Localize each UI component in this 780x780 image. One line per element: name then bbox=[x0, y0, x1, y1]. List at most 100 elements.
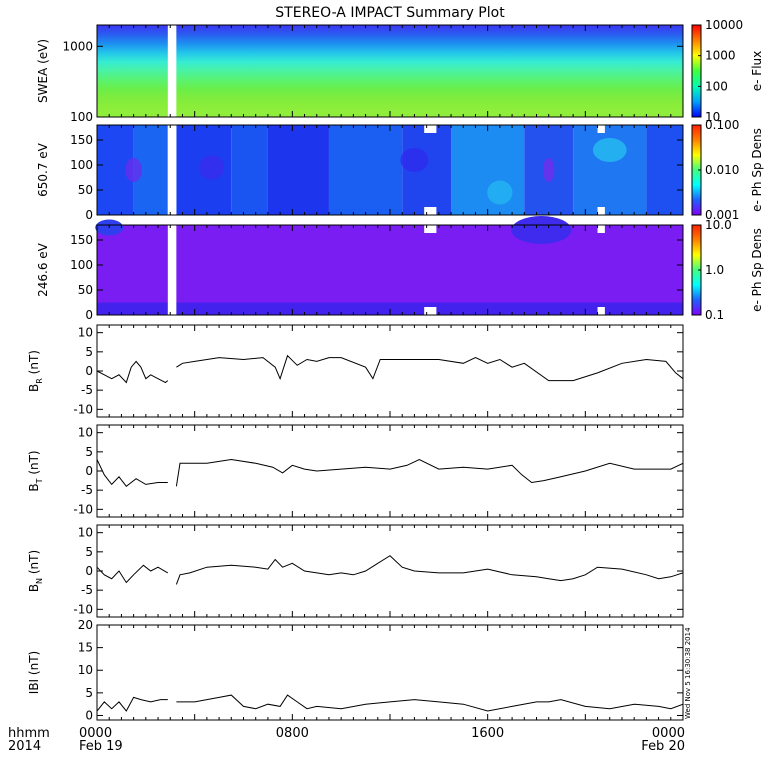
series-line-bt bbox=[97, 458, 683, 488]
time-tick-label: 0000 bbox=[652, 726, 685, 741]
pad246-background bbox=[97, 225, 683, 315]
data-gap-notch bbox=[424, 307, 437, 315]
time-tick-date: Feb 19 bbox=[79, 739, 123, 754]
time-tick-label: 0800 bbox=[276, 726, 309, 741]
y-axis-label-unit: (nT) bbox=[27, 350, 41, 378]
pad650-feature bbox=[125, 158, 143, 182]
y-tick-label: -10 bbox=[73, 502, 93, 516]
time-axis-label-hhmm: hhmm bbox=[8, 726, 50, 741]
y-tick-label: 0 bbox=[85, 708, 93, 722]
data-gap-notch bbox=[597, 225, 605, 233]
pad650-feature bbox=[543, 158, 555, 182]
y-tick-label: -5 bbox=[81, 383, 93, 397]
y-axis-label-sub: N bbox=[35, 578, 44, 584]
y-tick-label: 150 bbox=[70, 233, 93, 247]
y-tick-label: 10 bbox=[78, 663, 93, 677]
pad650-band bbox=[231, 125, 268, 215]
colorbar-tick-label: 10.0 bbox=[705, 218, 732, 232]
y-axis-label-main: B bbox=[27, 483, 41, 491]
y-tick-label: 15 bbox=[78, 641, 93, 655]
y-axis-label: BR (nT) bbox=[27, 350, 44, 392]
timestamp-label: Wed Nov 5 16:30:38 2014 bbox=[684, 627, 692, 719]
y-tick-label: 0 bbox=[85, 564, 93, 578]
colorbar-tick-label: 0.010 bbox=[705, 163, 739, 177]
y-axis-label: SWEA (eV) bbox=[36, 39, 50, 103]
y-tick-label: 0 bbox=[85, 364, 93, 378]
y-axis-label-unit: (nT) bbox=[27, 550, 41, 578]
y-axis-label-unit: (nT) bbox=[27, 651, 41, 679]
pad246-low-band bbox=[97, 302, 683, 315]
y-tick-label: 50 bbox=[78, 183, 93, 197]
colorbar bbox=[691, 24, 702, 118]
panel-swea: 10000 1000 100 10 e- Flux 1000 100 SWEA (eV) bbox=[36, 18, 764, 124]
y-tick-label: 5 bbox=[85, 345, 93, 359]
pad650-feature bbox=[400, 148, 429, 172]
y-tick-label: 1000 bbox=[62, 39, 93, 53]
y-axis-label: BT (nT) bbox=[27, 450, 44, 491]
colorbar-label: e- Ph Sp Dens bbox=[750, 228, 764, 312]
pad650-band bbox=[267, 125, 329, 215]
colorbar-tick-label: 10000 bbox=[705, 18, 743, 32]
series-line-br bbox=[97, 354, 683, 384]
panel-bn: BN (nT) 10 5 0 -5 -10 bbox=[27, 524, 684, 618]
data-gap-notch bbox=[597, 125, 605, 133]
data-gap-notch bbox=[597, 307, 605, 315]
pad650-feature bbox=[487, 180, 513, 205]
series-line-bmag bbox=[97, 694, 683, 712]
colorbar-tick-label: 1000 bbox=[705, 49, 736, 63]
panel-frame bbox=[96, 424, 684, 518]
y-axis-label: BN (nT) bbox=[27, 550, 44, 592]
time-axis-label-year: 2014 bbox=[8, 739, 41, 754]
plot-title: STEREO-A IMPACT Summary Plot bbox=[275, 5, 505, 21]
colorbar-tick-label: 10 bbox=[705, 110, 720, 124]
y-tick-label: 5 bbox=[85, 445, 93, 459]
pad246-feature bbox=[511, 216, 572, 244]
pad650-band bbox=[451, 125, 525, 215]
colorbar-tick-label: 0.001 bbox=[705, 208, 739, 222]
pad650-feature bbox=[199, 155, 225, 180]
pad650-feature bbox=[592, 138, 627, 162]
y-axis-label-unit: (nT) bbox=[27, 450, 41, 478]
panel-br: BR (nT) 10 5 0 -5 -10 bbox=[27, 324, 684, 418]
time-tick-date: Feb 20 bbox=[641, 739, 685, 754]
colorbar-tick-label: 100 bbox=[705, 79, 728, 93]
data-gap bbox=[167, 125, 177, 215]
data-gap-notch bbox=[597, 207, 605, 215]
y-axis-label-main: B bbox=[27, 584, 41, 592]
y-axis-label-sub: T bbox=[35, 478, 44, 484]
y-tick-label: 0 bbox=[85, 464, 93, 478]
y-axis-label: 246.6 eV bbox=[36, 242, 50, 297]
y-tick-label: -5 bbox=[81, 583, 93, 597]
data-gap bbox=[167, 225, 177, 315]
y-tick-label: 5 bbox=[85, 686, 93, 700]
y-tick-label: -10 bbox=[73, 402, 93, 416]
data-gap-notch bbox=[424, 125, 437, 133]
panel-pad650: 0.100 0.010 0.001 e- Ph Sp Dens 150 100 50 0 650… bbox=[36, 118, 764, 222]
data-gap-notch bbox=[424, 225, 437, 233]
panel-pad246: 10.0 1.0 0.1 e- Ph Sp Dens 150 100 50 0 246.6 eV bbox=[36, 216, 764, 322]
y-axis-label-sub: R bbox=[35, 378, 44, 384]
y-axis-label-main: IBI bbox=[27, 679, 41, 694]
y-axis-label-main: B bbox=[27, 384, 41, 392]
y-tick-label: 10 bbox=[78, 526, 93, 540]
y-tick-label: 5 bbox=[85, 545, 93, 559]
colorbar-tick-label: 0.100 bbox=[705, 118, 739, 132]
y-tick-label: 50 bbox=[78, 283, 93, 297]
y-tick-label: 100 bbox=[70, 258, 93, 272]
panel-bt: BT (nT) 10 5 0 -5 -10 bbox=[27, 424, 684, 518]
y-tick-label: -5 bbox=[81, 483, 93, 497]
data-gap-notch bbox=[424, 207, 437, 215]
y-tick-label: 20 bbox=[78, 618, 93, 632]
colorbar-label: e- Ph Sp Dens bbox=[750, 128, 764, 212]
data-gap bbox=[167, 25, 177, 117]
y-tick-label: 10 bbox=[78, 326, 93, 340]
y-tick-label: 150 bbox=[70, 133, 93, 147]
swea-spectrogram bbox=[97, 25, 683, 117]
y-axis-label: IBI (nT) bbox=[27, 651, 41, 694]
y-tick-label: 0 bbox=[85, 308, 93, 322]
pad650-band bbox=[646, 125, 683, 215]
y-tick-label: 100 bbox=[70, 158, 93, 172]
